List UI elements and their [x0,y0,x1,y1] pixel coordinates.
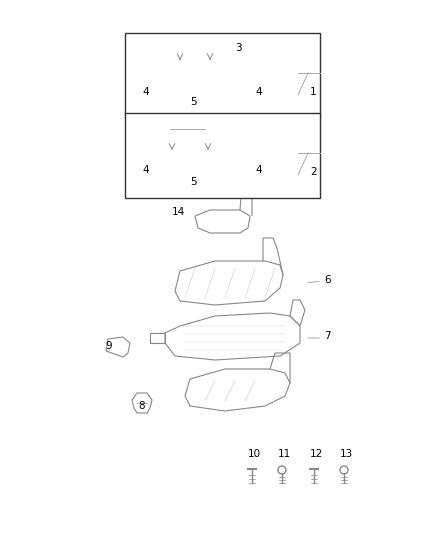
Text: 4: 4 [142,87,148,97]
Text: 13: 13 [340,449,353,459]
Text: 9: 9 [105,341,112,351]
Bar [125,113,320,198]
Text: 6: 6 [324,275,331,285]
Text: 10: 10 [248,449,261,459]
Text: 7: 7 [324,331,331,341]
Text: 8: 8 [138,401,145,411]
Text: 14: 14 [172,207,185,217]
Text: 3: 3 [235,43,242,53]
Text: 4: 4 [255,165,261,175]
Text: 4: 4 [142,165,148,175]
Text: 11: 11 [278,449,291,459]
Text: 5: 5 [190,97,197,107]
Text: 2: 2 [310,167,317,177]
Text: 1: 1 [310,87,317,97]
Text: 4: 4 [255,87,261,97]
Text: 12: 12 [310,449,323,459]
Bar [125,33,320,118]
Text: 5: 5 [190,177,197,187]
